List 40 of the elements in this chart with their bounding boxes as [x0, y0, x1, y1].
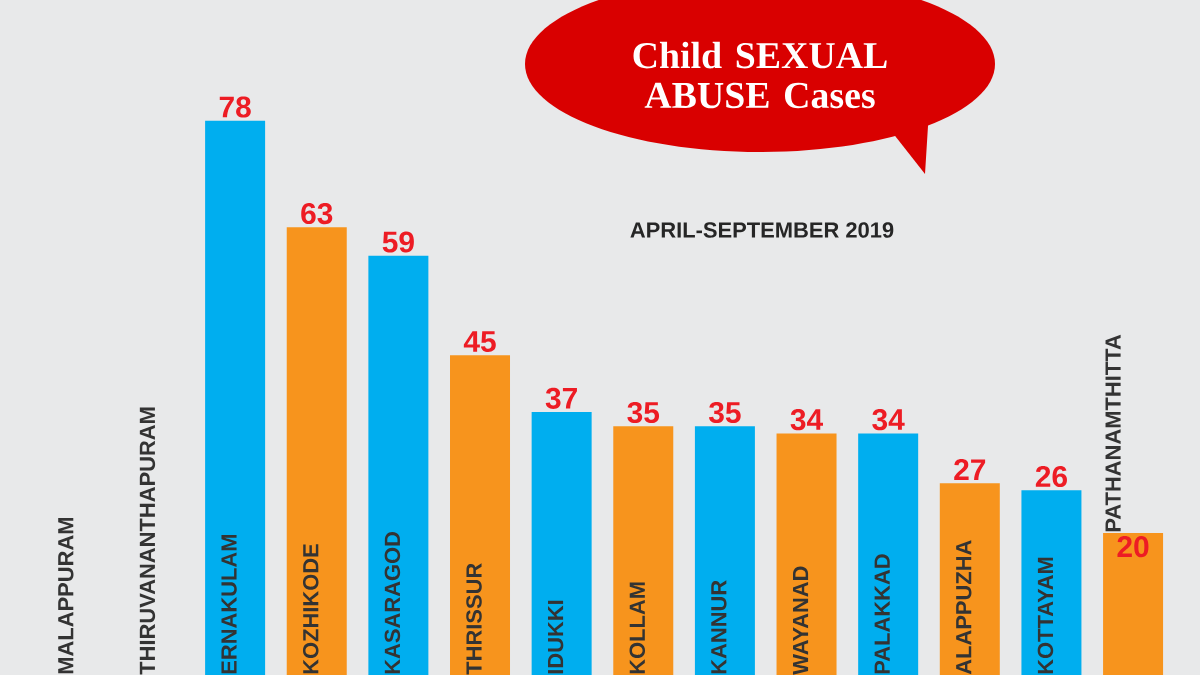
- x-tick-label: IDUKKI: [548, 600, 564, 674]
- bar: [531, 412, 592, 675]
- bar: [776, 433, 837, 675]
- bar: [368, 255, 429, 675]
- text: Child SEXUAL ABUSE Cases: [633, 41, 887, 109]
- bar: [1021, 490, 1082, 675]
- x-tick-label: KOLLAM: [629, 582, 646, 674]
- x-tick-label: THIRUVANANTHAPURAM: [139, 407, 156, 675]
- data-label: 35: [708, 401, 741, 424]
- x-tick-label: WAYANAD: [793, 566, 809, 675]
- bar: [613, 426, 674, 675]
- bar: [694, 426, 755, 675]
- bar: [858, 433, 919, 675]
- bar: [205, 120, 266, 675]
- data-label: 45: [463, 331, 496, 353]
- data-label: 63: [301, 202, 333, 225]
- data-label: 35: [627, 401, 660, 424]
- text: APRIL-SEPTEMBER 2019: [630, 222, 894, 238]
- data-label: 26: [1035, 465, 1067, 488]
- x-tick-label: KOZHIKODE: [302, 544, 319, 674]
- bar: [939, 483, 1000, 675]
- x-tick-label: THRISSUR: [466, 563, 482, 675]
- data-label: 27: [954, 459, 986, 480]
- data-label: 34: [790, 409, 823, 431]
- data-label: 59: [382, 231, 414, 253]
- x-tick-label: ALAPPUZHA: [956, 540, 972, 675]
- data-label: 78: [219, 96, 251, 118]
- x-tick-label: MALAPPURAM: [58, 517, 74, 674]
- data-label: 20: [1117, 536, 1149, 558]
- x-tick-label: PALAKKAD: [874, 554, 890, 674]
- x-tick-label: KASARAGOD: [384, 532, 401, 674]
- x-tick-label: KOTTAYAM: [1037, 557, 1054, 674]
- bar: [450, 355, 511, 675]
- data-label: 37: [545, 387, 577, 409]
- x-tick-label: PATHANAMTHITTA: [1105, 334, 1121, 532]
- data-label: 34: [872, 409, 905, 431]
- bar: [1103, 532, 1164, 675]
- x-tick-label: KANNUR: [711, 580, 727, 674]
- x-tick-label: ERNAKULAM: [221, 535, 237, 674]
- bar: [286, 227, 347, 675]
